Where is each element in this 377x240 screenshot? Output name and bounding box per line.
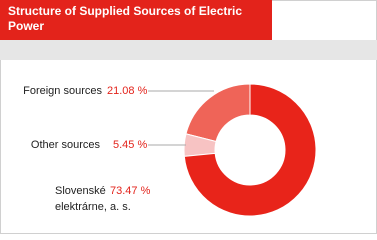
value-label: 73.47 %	[110, 185, 151, 197]
chart	[148, 83, 317, 217]
chart-title: Structure of Supplied Sources of Electri…	[8, 4, 243, 33]
band	[0, 40, 377, 60]
value-label: 5.45 %	[113, 139, 148, 151]
header: Structure of Supplied Sources of Electri…	[0, 0, 272, 40]
slice	[183, 83, 317, 217]
legend-label: Slovenské elektrárne, a. s.	[55, 185, 131, 213]
legend-label: Foreign sources	[23, 85, 102, 97]
slice	[185, 83, 251, 143]
legend-label: Other sources	[30, 139, 100, 151]
value-label: 21.08 %	[107, 85, 148, 97]
card: Structure of Supplied Sources of Electri…	[0, 0, 377, 234]
